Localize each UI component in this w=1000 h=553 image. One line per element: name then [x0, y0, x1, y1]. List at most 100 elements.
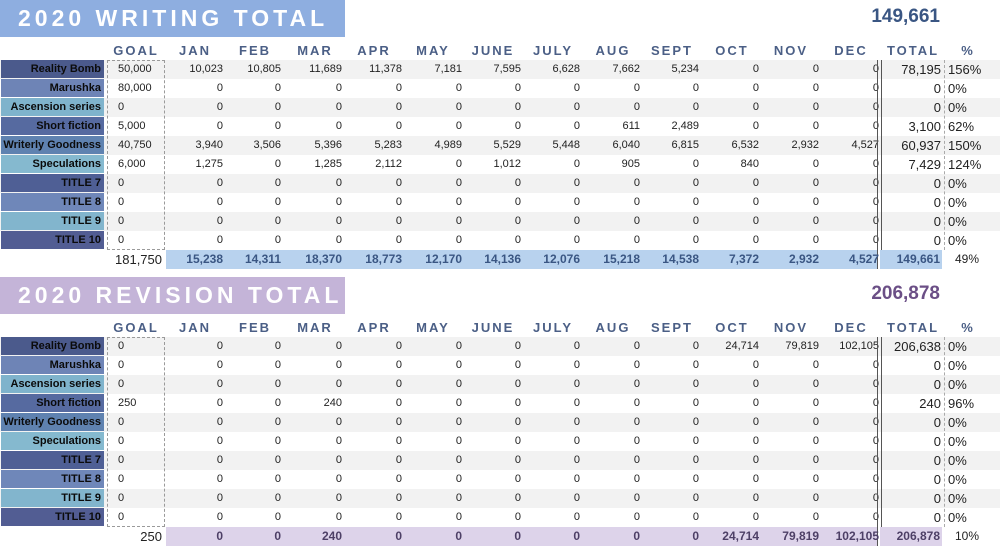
- month-cell[interactable]: 6,532: [731, 139, 759, 151]
- month-cell[interactable]: 79,819: [785, 340, 819, 352]
- month-cell[interactable]: 0: [633, 454, 640, 466]
- month-cell[interactable]: 0: [216, 359, 223, 371]
- month-cell[interactable]: 0: [752, 492, 759, 504]
- month-cell[interactable]: 0: [395, 378, 402, 390]
- month-cell[interactable]: 0: [274, 473, 281, 485]
- month-cell[interactable]: 0: [455, 416, 462, 428]
- month-cell[interactable]: 0: [216, 177, 223, 189]
- month-cell[interactable]: 0: [752, 416, 759, 428]
- month-cell[interactable]: 0: [395, 359, 402, 371]
- goal-cell[interactable]: 0: [118, 359, 125, 371]
- month-cell[interactable]: 0: [514, 340, 521, 352]
- goal-cell[interactable]: 5,000: [118, 120, 146, 132]
- month-cell[interactable]: 0: [812, 215, 819, 227]
- month-cell[interactable]: 0: [514, 435, 521, 447]
- month-cell[interactable]: 0: [274, 416, 281, 428]
- month-cell[interactable]: 0: [455, 511, 462, 523]
- month-cell[interactable]: 0: [752, 454, 759, 466]
- month-cell[interactable]: 611: [622, 120, 640, 132]
- month-cell[interactable]: 0: [216, 435, 223, 447]
- month-cell[interactable]: 0: [812, 82, 819, 94]
- month-cell[interactable]: 0: [274, 82, 281, 94]
- goal-cell[interactable]: 0: [118, 378, 125, 390]
- month-cell[interactable]: 0: [872, 215, 879, 227]
- month-cell[interactable]: 840: [740, 158, 759, 170]
- month-cell[interactable]: 0: [573, 215, 580, 227]
- month-cell[interactable]: 0: [633, 234, 640, 246]
- month-cell[interactable]: 0: [335, 378, 342, 390]
- month-cell[interactable]: 0: [872, 454, 879, 466]
- month-cell[interactable]: 0: [812, 158, 819, 170]
- month-cell[interactable]: 0: [872, 511, 879, 523]
- goal-cell[interactable]: 0: [118, 215, 125, 227]
- month-cell[interactable]: 1,285: [314, 158, 342, 170]
- month-cell[interactable]: 0: [812, 120, 819, 132]
- month-cell[interactable]: 4,527: [851, 139, 879, 151]
- month-cell[interactable]: 0: [335, 196, 342, 208]
- month-cell[interactable]: 0: [692, 359, 699, 371]
- month-cell[interactable]: 0: [573, 454, 580, 466]
- row-label[interactable]: Writerly Goodness: [1, 413, 104, 431]
- month-cell[interactable]: 0: [573, 416, 580, 428]
- month-cell[interactable]: 0: [752, 397, 759, 409]
- goal-cell[interactable]: 0: [118, 473, 125, 485]
- month-cell[interactable]: 0: [216, 120, 223, 132]
- month-cell[interactable]: 0: [752, 473, 759, 485]
- month-cell[interactable]: 0: [872, 234, 879, 246]
- month-cell[interactable]: 0: [752, 511, 759, 523]
- month-cell[interactable]: 3,506: [253, 139, 281, 151]
- month-cell[interactable]: 0: [752, 120, 759, 132]
- month-cell[interactable]: 0: [633, 196, 640, 208]
- month-cell[interactable]: 0: [812, 454, 819, 466]
- month-cell[interactable]: 0: [395, 101, 402, 113]
- month-cell[interactable]: 0: [395, 82, 402, 94]
- month-cell[interactable]: 0: [692, 215, 699, 227]
- month-cell[interactable]: 0: [395, 473, 402, 485]
- row-label[interactable]: TITLE 7: [1, 451, 104, 469]
- month-cell[interactable]: 0: [514, 215, 521, 227]
- month-cell[interactable]: 0: [633, 378, 640, 390]
- month-cell[interactable]: 7,595: [493, 63, 521, 75]
- month-cell[interactable]: 0: [274, 120, 281, 132]
- month-cell[interactable]: 0: [573, 234, 580, 246]
- month-cell[interactable]: 0: [216, 196, 223, 208]
- month-cell[interactable]: 0: [455, 435, 462, 447]
- month-cell[interactable]: 0: [573, 340, 580, 352]
- month-cell[interactable]: 0: [455, 340, 462, 352]
- month-cell[interactable]: 0: [216, 492, 223, 504]
- goal-cell[interactable]: 50,000: [118, 63, 152, 75]
- month-cell[interactable]: 0: [692, 234, 699, 246]
- month-cell[interactable]: 0: [455, 158, 462, 170]
- month-cell[interactable]: 0: [395, 177, 402, 189]
- month-cell[interactable]: 0: [752, 234, 759, 246]
- month-cell[interactable]: 0: [633, 82, 640, 94]
- month-cell[interactable]: 0: [216, 101, 223, 113]
- month-cell[interactable]: 0: [335, 215, 342, 227]
- month-cell[interactable]: 0: [752, 101, 759, 113]
- row-label[interactable]: Writerly Goodness: [1, 136, 104, 154]
- month-cell[interactable]: 0: [692, 492, 699, 504]
- month-cell[interactable]: 0: [872, 120, 879, 132]
- month-cell[interactable]: 5,234: [671, 63, 699, 75]
- goal-cell[interactable]: 0: [118, 101, 125, 113]
- month-cell[interactable]: 24,714: [725, 340, 759, 352]
- month-cell[interactable]: 0: [752, 82, 759, 94]
- month-cell[interactable]: 0: [216, 397, 223, 409]
- month-cell[interactable]: 0: [395, 215, 402, 227]
- month-cell[interactable]: 0: [573, 511, 580, 523]
- month-cell[interactable]: 11,378: [369, 63, 402, 75]
- month-cell[interactable]: 0: [872, 63, 879, 75]
- month-cell[interactable]: 5,529: [493, 139, 521, 151]
- month-cell[interactable]: 102,105: [839, 340, 879, 352]
- month-cell[interactable]: 7,181: [434, 63, 462, 75]
- month-cell[interactable]: 0: [573, 435, 580, 447]
- month-cell[interactable]: 0: [395, 120, 402, 132]
- month-cell[interactable]: 5,283: [374, 139, 402, 151]
- month-cell[interactable]: 0: [335, 234, 342, 246]
- month-cell[interactable]: 5,448: [552, 139, 580, 151]
- month-cell[interactable]: 0: [573, 177, 580, 189]
- month-cell[interactable]: 0: [633, 473, 640, 485]
- month-cell[interactable]: 0: [633, 215, 640, 227]
- month-cell[interactable]: 0: [455, 234, 462, 246]
- month-cell[interactable]: 0: [395, 397, 402, 409]
